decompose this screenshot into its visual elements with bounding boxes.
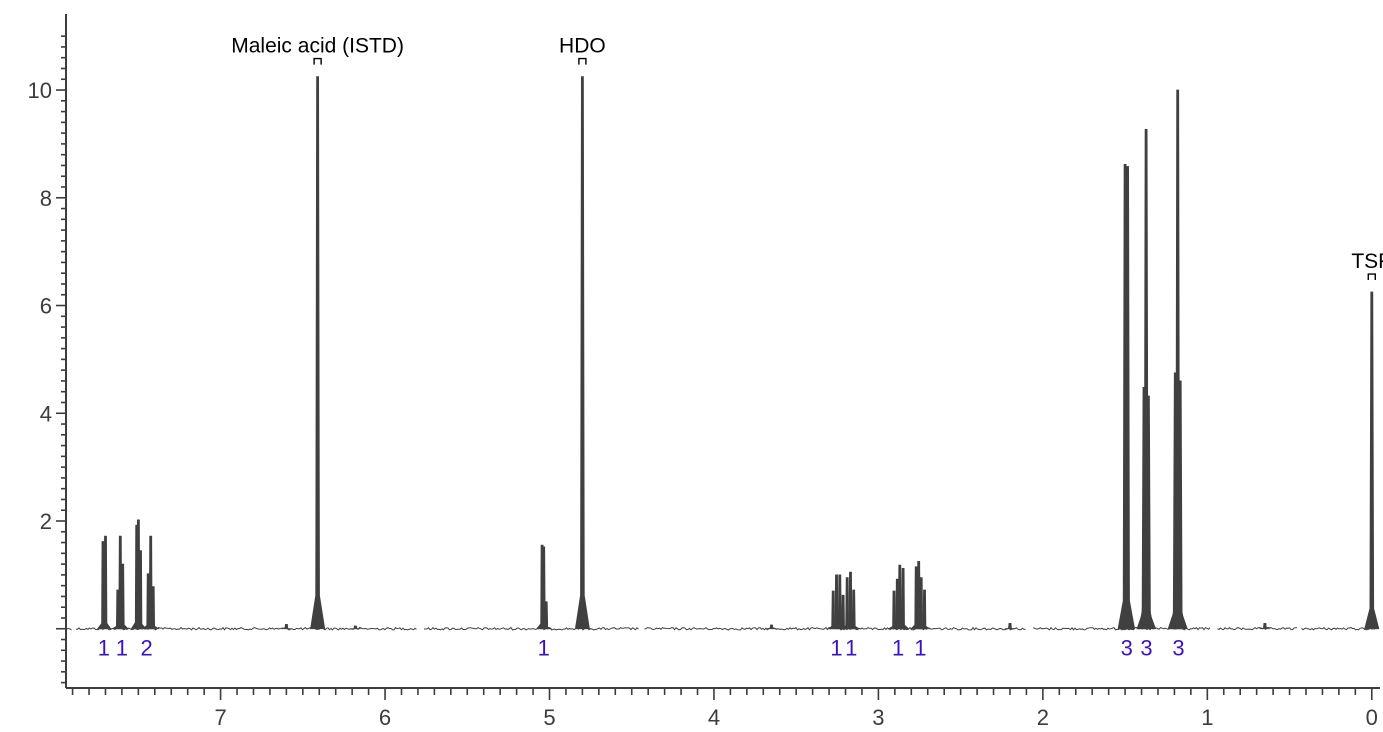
spectrum-peak	[1120, 166, 1136, 630]
x-tick-label: 3	[872, 705, 884, 730]
x-tick-label: 5	[543, 705, 555, 730]
integral-label: 3	[1172, 636, 1184, 661]
x-tick-label: 4	[708, 705, 720, 730]
y-tick-label: 4	[40, 401, 52, 426]
peak-annotation: Maleic acid (ISTD)	[231, 35, 404, 58]
integral-label: 1	[845, 636, 857, 661]
spectrum-peak	[1170, 89, 1186, 630]
integral-label: 1	[98, 636, 110, 661]
spectrum-peak	[1138, 129, 1154, 630]
spectrum-peak	[574, 76, 590, 630]
spectrum-peak	[766, 624, 777, 630]
spectrum-peak	[847, 589, 861, 630]
integral-label: 2	[140, 636, 152, 661]
spectrum-peak	[917, 589, 932, 630]
spectrum-peak	[1259, 623, 1271, 630]
annotation-layer: Maleic acid (ISTD)HDOTSP11211111333	[98, 35, 1383, 661]
spectrum-peak	[1364, 291, 1380, 630]
spectrum-peak	[1172, 380, 1188, 630]
peak-annotation: HDO	[559, 35, 606, 58]
spectrum-peak	[540, 601, 552, 630]
integral-label: 1	[116, 636, 128, 661]
peak-label-bracket	[1367, 273, 1376, 281]
y-tick-label: 6	[40, 294, 52, 319]
integral-label: 1	[914, 636, 926, 661]
x-tick-label: 7	[214, 705, 226, 730]
integral-label: 1	[830, 636, 842, 661]
spectrum-peak	[1004, 623, 1016, 630]
spectrum-peak	[146, 586, 160, 630]
spectrum-peak	[310, 76, 326, 630]
integral-label: 3	[1140, 636, 1152, 661]
x-tick-label: 6	[379, 705, 391, 730]
spectrum-peak	[350, 625, 361, 630]
x-tick-label: 1	[1201, 705, 1213, 730]
x-tick-label: 0	[1366, 705, 1378, 730]
y-tick-label: 8	[40, 186, 52, 211]
peak-label-bracket	[313, 57, 322, 65]
spectrum-peak	[99, 535, 112, 630]
y-tick-label: 2	[40, 509, 52, 534]
spectrum-peak	[116, 563, 129, 630]
spectrum-peak	[1140, 395, 1157, 630]
integral-label: 3	[1121, 636, 1133, 661]
spectrum-peak	[1117, 164, 1133, 630]
y-tick-label: 10	[28, 78, 52, 103]
spectrum-trace	[66, 76, 1380, 631]
integral-label: 1	[892, 636, 904, 661]
peak-annotation: TSP	[1351, 250, 1383, 273]
spectrum-peak	[896, 568, 910, 630]
integral-label: 1	[538, 636, 550, 661]
spectrum-peak	[281, 624, 292, 630]
x-tick-label: 2	[1037, 705, 1049, 730]
peak-label-bracket	[578, 57, 587, 65]
